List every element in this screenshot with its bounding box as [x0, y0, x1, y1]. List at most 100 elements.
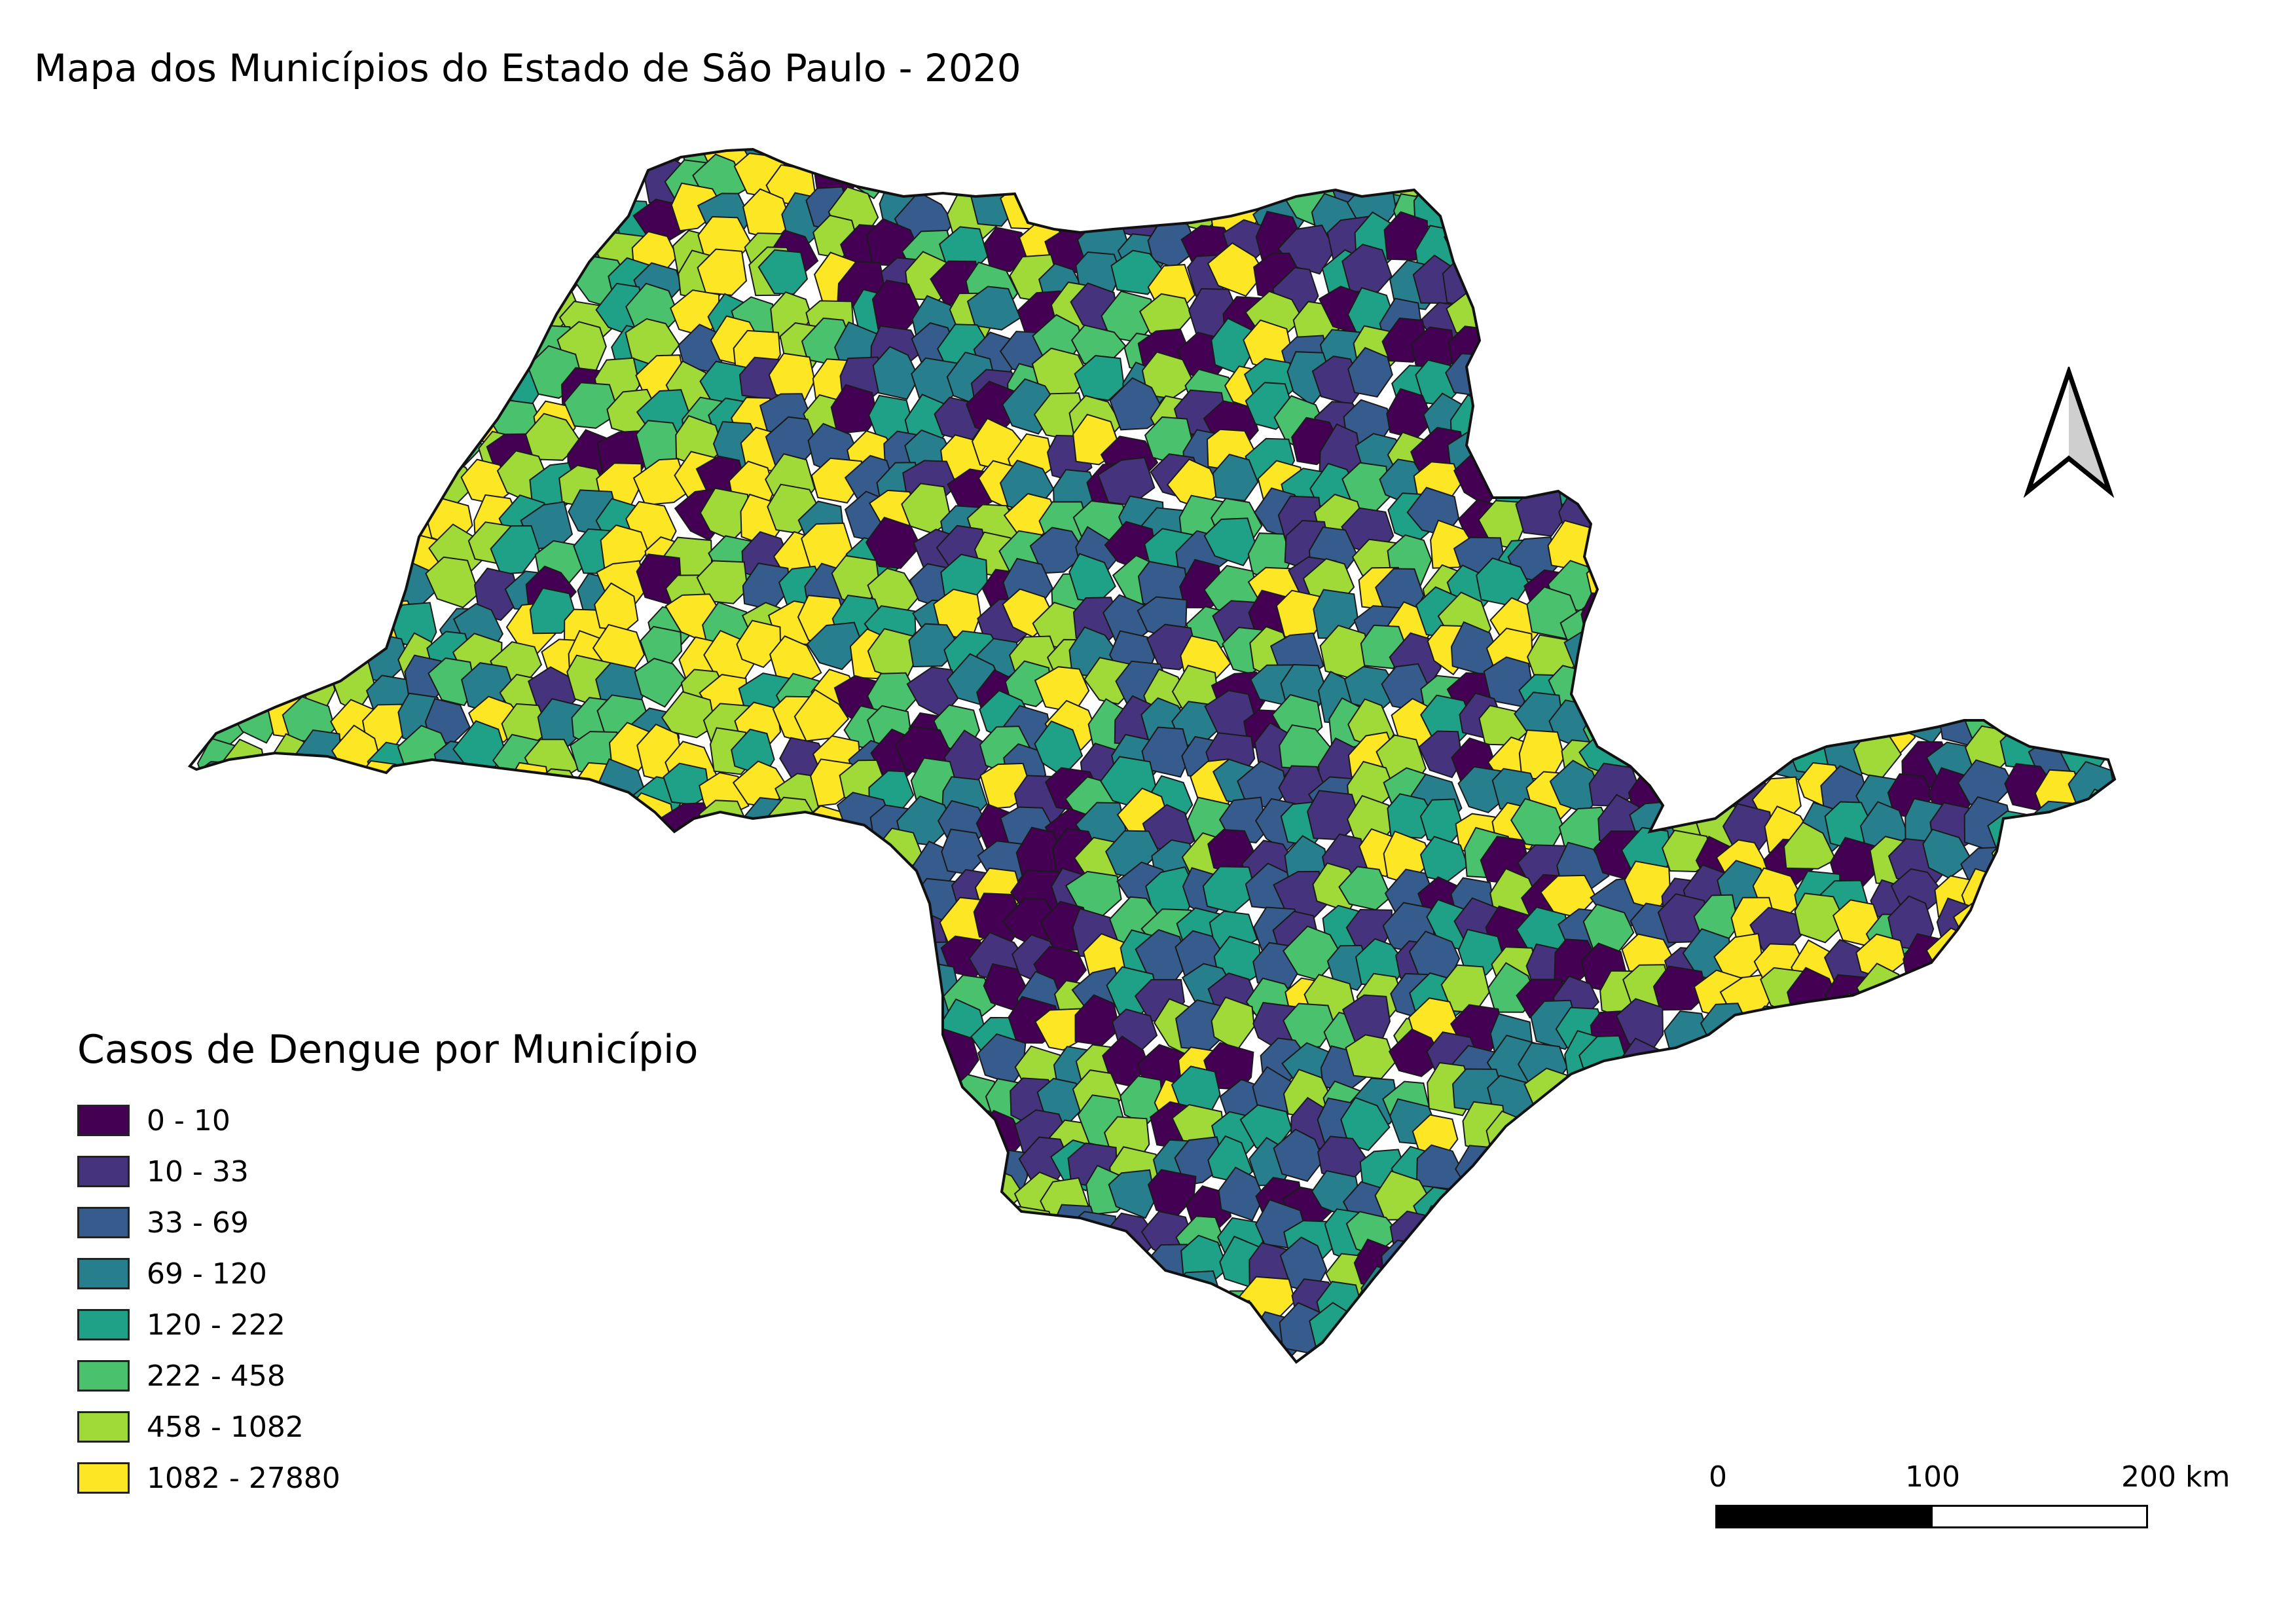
municipality — [1865, 1204, 1915, 1254]
municipality — [1984, 940, 2037, 990]
municipality — [2032, 1143, 2086, 1189]
municipality — [1514, 333, 1572, 382]
municipality — [564, 149, 610, 175]
municipality — [2028, 157, 2086, 215]
municipality — [1662, 1044, 1719, 1092]
municipality — [1620, 194, 1676, 244]
municipality — [225, 215, 280, 261]
municipality — [254, 832, 302, 883]
municipality — [2032, 517, 2082, 570]
municipality — [1823, 426, 1876, 471]
municipality — [1799, 1045, 1853, 1093]
municipality — [1580, 592, 1631, 646]
municipality — [355, 219, 401, 265]
municipality — [2026, 999, 2072, 1048]
municipality — [824, 1118, 883, 1166]
legend-label: 1082 - 27880 — [147, 1461, 340, 1495]
municipality — [1834, 528, 1884, 579]
municipality — [1068, 1271, 1117, 1320]
municipality — [190, 427, 206, 485]
municipality — [1610, 1306, 1662, 1361]
municipality — [1490, 1244, 1544, 1291]
municipality — [1613, 284, 1666, 331]
municipality — [2026, 896, 2081, 942]
municipality — [792, 867, 850, 915]
municipality — [1618, 567, 1670, 616]
municipality — [489, 935, 544, 984]
municipality — [1757, 153, 1815, 199]
municipality — [1690, 1287, 1747, 1335]
municipality — [1724, 722, 1772, 774]
municipality — [742, 1031, 795, 1083]
municipality — [741, 1140, 793, 1187]
municipality — [2075, 149, 2115, 175]
municipality — [2039, 564, 2090, 609]
municipality — [942, 149, 996, 198]
municipality — [1715, 493, 1765, 537]
municipality — [1902, 163, 1951, 213]
municipality — [1850, 1312, 1906, 1362]
municipality — [1447, 1204, 1493, 1253]
municipality — [1930, 630, 1989, 682]
municipality — [763, 948, 815, 994]
municipality — [254, 927, 308, 975]
municipality — [905, 1108, 955, 1156]
municipality — [353, 760, 406, 815]
municipality — [1584, 363, 1635, 409]
municipality — [1724, 1269, 1774, 1318]
municipality — [197, 247, 246, 296]
municipality — [2022, 1033, 2070, 1085]
municipality — [1789, 1179, 1841, 1229]
municipality — [1074, 994, 1121, 1046]
municipality — [257, 862, 304, 910]
municipality — [190, 493, 232, 544]
municipality — [1824, 556, 1876, 602]
municipality — [2058, 1340, 2107, 1362]
municipality — [711, 1027, 756, 1079]
municipality — [289, 463, 343, 513]
municipality — [1551, 356, 1602, 411]
municipality — [1795, 295, 1849, 344]
municipality — [190, 830, 240, 878]
municipality — [811, 457, 864, 504]
municipality — [774, 838, 823, 890]
municipality — [439, 284, 488, 337]
municipality — [1691, 1065, 1743, 1118]
municipality — [1750, 1310, 1800, 1361]
municipality — [1989, 1243, 2044, 1297]
municipality — [1856, 554, 1906, 610]
municipality — [1960, 419, 2011, 467]
municipality — [1112, 1287, 1165, 1340]
municipality — [1821, 635, 1870, 690]
municipality — [1817, 593, 1867, 646]
municipality — [461, 936, 511, 982]
municipality — [1925, 1242, 1982, 1291]
municipality — [1410, 1247, 1459, 1297]
municipality — [1599, 1272, 1643, 1323]
municipality — [1825, 328, 1872, 382]
municipality — [365, 520, 420, 565]
municipality — [190, 792, 236, 844]
municipality — [1662, 1211, 1714, 1259]
municipality — [871, 1343, 917, 1362]
municipality — [2028, 665, 2075, 714]
municipality — [1891, 1070, 1948, 1122]
municipality — [261, 789, 313, 839]
municipality — [706, 1343, 759, 1362]
municipality — [537, 844, 592, 894]
municipality — [2069, 1134, 2115, 1182]
municipality — [1816, 660, 1869, 712]
municipality — [298, 554, 353, 602]
municipality — [258, 564, 312, 614]
municipality — [388, 873, 443, 925]
municipality — [289, 185, 339, 227]
municipality — [269, 354, 320, 403]
municipality — [1797, 1208, 1857, 1255]
municipality — [1941, 982, 1986, 1026]
municipality — [849, 1306, 900, 1357]
municipality — [1654, 1285, 1698, 1332]
municipality — [1761, 457, 1812, 510]
municipality — [765, 859, 812, 915]
municipality — [1898, 1104, 1947, 1154]
municipality — [1862, 655, 1915, 704]
